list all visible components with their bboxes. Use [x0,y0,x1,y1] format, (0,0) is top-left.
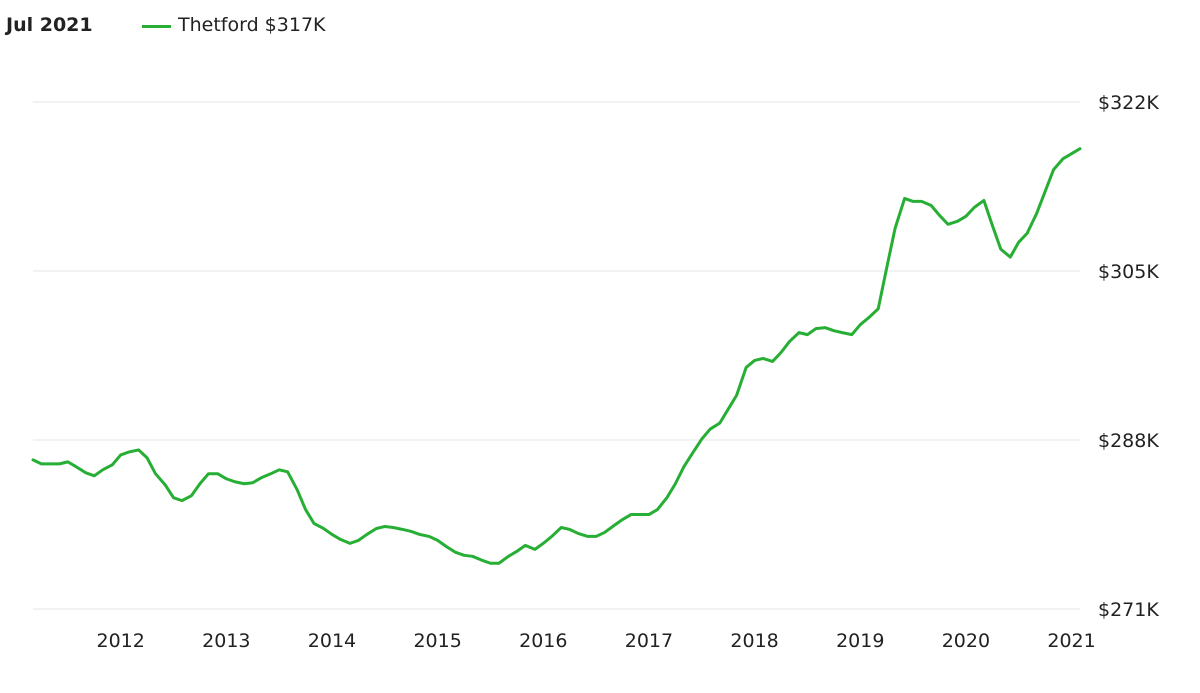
date-label: Jul 2021 [6,14,93,36]
y-tick-label: $288K [1098,430,1159,452]
x-tick-label: 2020 [942,630,990,652]
x-axis: 2012 2013 2014 2015 2016 2017 2018 2019 2020 2021 [97,630,1096,652]
y-tick-label: $305K [1098,261,1159,283]
x-tick-label: 2013 [202,630,250,652]
legend-label: Thetford $317K [178,14,326,36]
x-tick-label: 2014 [308,630,356,652]
x-tick-label: 2016 [519,630,567,652]
x-tick-label: 2015 [413,630,461,652]
x-tick-label: 2021 [1047,630,1095,652]
x-tick-label: 2012 [97,630,145,652]
chart-header: Jul 2021 Thetford $317K [0,0,1200,60]
y-axis: $322K $305K $288K $271K [1098,92,1159,621]
x-tick-label: 2017 [625,630,673,652]
y-tick-label: $322K [1098,92,1159,114]
legend-swatch [142,24,171,28]
y-tick-label: $271K [1098,599,1159,621]
x-tick-label: 2018 [730,630,778,652]
grid-lines [33,101,1080,610]
series-line-thetford [31,147,1082,565]
legend: Thetford $317K [142,14,326,36]
series-layer [31,147,1082,565]
x-tick-label: 2019 [836,630,884,652]
